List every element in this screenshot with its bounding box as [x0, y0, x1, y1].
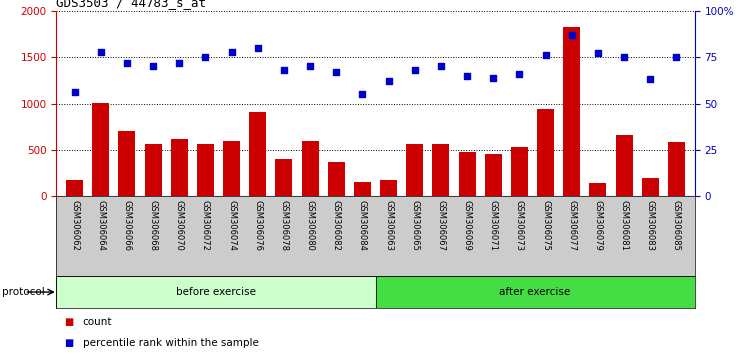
- Point: [461, 73, 473, 79]
- Point: [95, 48, 107, 54]
- Text: GSM306071: GSM306071: [489, 200, 498, 251]
- Text: count: count: [83, 317, 112, 327]
- Point: [147, 64, 159, 69]
- Point: [671, 54, 683, 60]
- Point: [252, 45, 264, 51]
- Bar: [380, 180, 397, 196]
- Bar: [66, 180, 83, 196]
- Text: GSM306067: GSM306067: [436, 200, 445, 251]
- Text: GSM306081: GSM306081: [620, 200, 629, 251]
- Text: GSM306077: GSM306077: [567, 200, 576, 251]
- Point: [487, 75, 499, 80]
- Point: [409, 67, 421, 73]
- Text: GSM306072: GSM306072: [201, 200, 210, 251]
- Bar: [433, 144, 449, 196]
- Text: ■: ■: [64, 338, 73, 348]
- Text: GSM306068: GSM306068: [149, 200, 158, 251]
- Text: protocol: protocol: [2, 287, 44, 297]
- Bar: [590, 183, 606, 196]
- Bar: [537, 109, 554, 196]
- Bar: [376, 276, 695, 308]
- Point: [514, 71, 526, 76]
- Text: GSM306063: GSM306063: [384, 200, 393, 251]
- Text: ■: ■: [64, 317, 73, 327]
- Text: before exercise: before exercise: [176, 287, 256, 297]
- Text: GSM306066: GSM306066: [122, 200, 131, 251]
- Point: [644, 76, 656, 82]
- Bar: [459, 152, 475, 196]
- Bar: [170, 139, 188, 196]
- Bar: [354, 182, 371, 196]
- Bar: [92, 103, 110, 196]
- Bar: [302, 141, 318, 196]
- Point: [435, 64, 447, 69]
- Point: [382, 79, 394, 84]
- Point: [200, 54, 212, 60]
- Bar: [56, 276, 376, 308]
- Bar: [145, 144, 161, 196]
- Point: [539, 52, 551, 58]
- Text: GSM306062: GSM306062: [70, 200, 79, 251]
- Point: [592, 51, 604, 56]
- Point: [330, 69, 342, 75]
- Text: GSM306083: GSM306083: [646, 200, 655, 251]
- Point: [278, 67, 290, 73]
- Point: [618, 54, 630, 60]
- Text: GSM306073: GSM306073: [515, 200, 524, 251]
- Text: GSM306076: GSM306076: [253, 200, 262, 251]
- Bar: [197, 144, 214, 196]
- Bar: [616, 135, 632, 196]
- Text: GDS3503 / 44783_s_at: GDS3503 / 44783_s_at: [56, 0, 207, 10]
- Text: percentile rank within the sample: percentile rank within the sample: [83, 338, 258, 348]
- Text: GSM306074: GSM306074: [227, 200, 236, 251]
- Bar: [119, 131, 135, 196]
- Point: [357, 91, 369, 97]
- Bar: [511, 147, 528, 196]
- Point: [121, 60, 133, 65]
- Bar: [563, 27, 581, 196]
- Text: GSM306070: GSM306070: [175, 200, 184, 251]
- Text: GSM306065: GSM306065: [410, 200, 419, 251]
- Text: GSM306080: GSM306080: [306, 200, 315, 251]
- Text: GSM306064: GSM306064: [96, 200, 105, 251]
- Point: [173, 60, 185, 65]
- Point: [68, 90, 80, 95]
- Text: GSM306085: GSM306085: [672, 200, 681, 251]
- Text: GSM306084: GSM306084: [358, 200, 367, 251]
- Bar: [249, 112, 267, 196]
- Text: GSM306075: GSM306075: [541, 200, 550, 251]
- Point: [225, 48, 237, 54]
- Bar: [668, 142, 685, 196]
- Bar: [406, 143, 424, 196]
- Bar: [641, 178, 659, 196]
- Text: GSM306078: GSM306078: [279, 200, 288, 251]
- Bar: [276, 159, 292, 196]
- Point: [566, 32, 578, 38]
- Text: GSM306082: GSM306082: [332, 200, 341, 251]
- Text: GSM306079: GSM306079: [593, 200, 602, 251]
- Bar: [484, 154, 502, 196]
- Text: after exercise: after exercise: [499, 287, 571, 297]
- Point: [304, 64, 316, 69]
- Text: GSM306069: GSM306069: [463, 200, 472, 251]
- Bar: [327, 162, 345, 196]
- Bar: [223, 141, 240, 196]
